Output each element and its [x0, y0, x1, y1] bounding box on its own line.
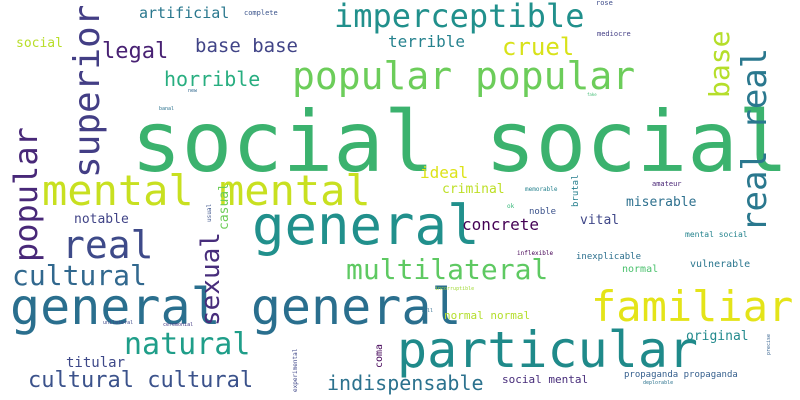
word-popular-popular: popular popular — [292, 54, 636, 98]
word-casual: casual — [217, 183, 232, 230]
word-rose: rose — [596, 0, 613, 7]
word-miserable: miserable — [626, 195, 697, 210]
word-cruel: cruel — [502, 33, 575, 61]
word-coma: coma — [374, 343, 385, 368]
word-artificial: artificial — [139, 4, 230, 22]
word-complete: complete — [244, 9, 278, 17]
word-mediocre: mediocre — [597, 30, 631, 38]
word-ok: ok — [507, 203, 515, 210]
word-particular: particular — [397, 321, 699, 379]
word-fake: fake — [587, 92, 597, 97]
word-base: base — [703, 30, 736, 98]
word-social-social: social social — [131, 93, 789, 191]
word-base-base: base base — [195, 35, 298, 57]
word-inflexible: inflexible — [517, 250, 554, 257]
word-memorable: memorable — [525, 186, 558, 193]
word-original: original — [686, 329, 749, 344]
word-sexual: sexual — [196, 232, 226, 326]
word-real: real — [62, 223, 154, 267]
word-natural: natural — [124, 327, 251, 362]
word-superior: superior — [67, 4, 108, 178]
word-general-general: general general — [10, 278, 462, 336]
word-criminal: criminal — [442, 182, 505, 197]
word-terrible: terrible — [388, 32, 466, 51]
word-general: general — [252, 194, 480, 257]
word-cultural-cultural: cultural cultural — [28, 368, 254, 393]
word-mental-mental: mental mental — [42, 166, 371, 215]
word-incorruptible: incorruptible — [435, 286, 475, 292]
word-new: new — [188, 88, 198, 94]
word-noble: noble — [529, 207, 557, 217]
word-real-real: real real — [735, 47, 775, 232]
word-imperceptible: imperceptible — [334, 0, 585, 35]
word-vulnerable: vulnerable — [690, 259, 751, 270]
word-full: full — [421, 308, 434, 314]
word-usual: usual — [206, 203, 213, 222]
word-cultural: cultural — [12, 259, 147, 292]
word-normal: normal — [622, 264, 659, 275]
word-titular: titular — [66, 355, 126, 371]
word-multilateral: multilateral — [346, 253, 549, 286]
word-ideal: ideal — [420, 163, 469, 182]
word-brutal: brutal — [571, 174, 581, 207]
word-experimental: experimental — [292, 348, 299, 392]
word-social: social — [16, 36, 63, 51]
word-amateur: amateur — [652, 180, 682, 188]
word-deplorable: deplorable — [643, 380, 674, 386]
word-legal: legal — [102, 39, 169, 64]
word-mental-social: mental social — [685, 230, 748, 239]
word-propaganda-propaganda: propaganda propaganda — [624, 370, 738, 380]
word-familiar: familiar — [591, 282, 794, 331]
word-normal-normal: normal normal — [444, 309, 531, 322]
word-horrible: horrible — [164, 67, 261, 91]
word-notable: notable — [74, 212, 129, 227]
word-ceremonial: ceremonial — [163, 322, 194, 328]
word-inexplicable: inexplicable — [576, 252, 642, 262]
word-precise: precise — [766, 333, 772, 355]
word-indispensable: indispensable — [327, 371, 484, 395]
word-vital: vital — [580, 213, 620, 228]
word-popular: popular — [7, 127, 45, 262]
word-unilateral: unilateral — [103, 320, 134, 326]
word-concrete: concrete — [462, 215, 540, 234]
word-social-mental: social mental — [502, 373, 589, 386]
word-banal: banal — [159, 106, 175, 112]
